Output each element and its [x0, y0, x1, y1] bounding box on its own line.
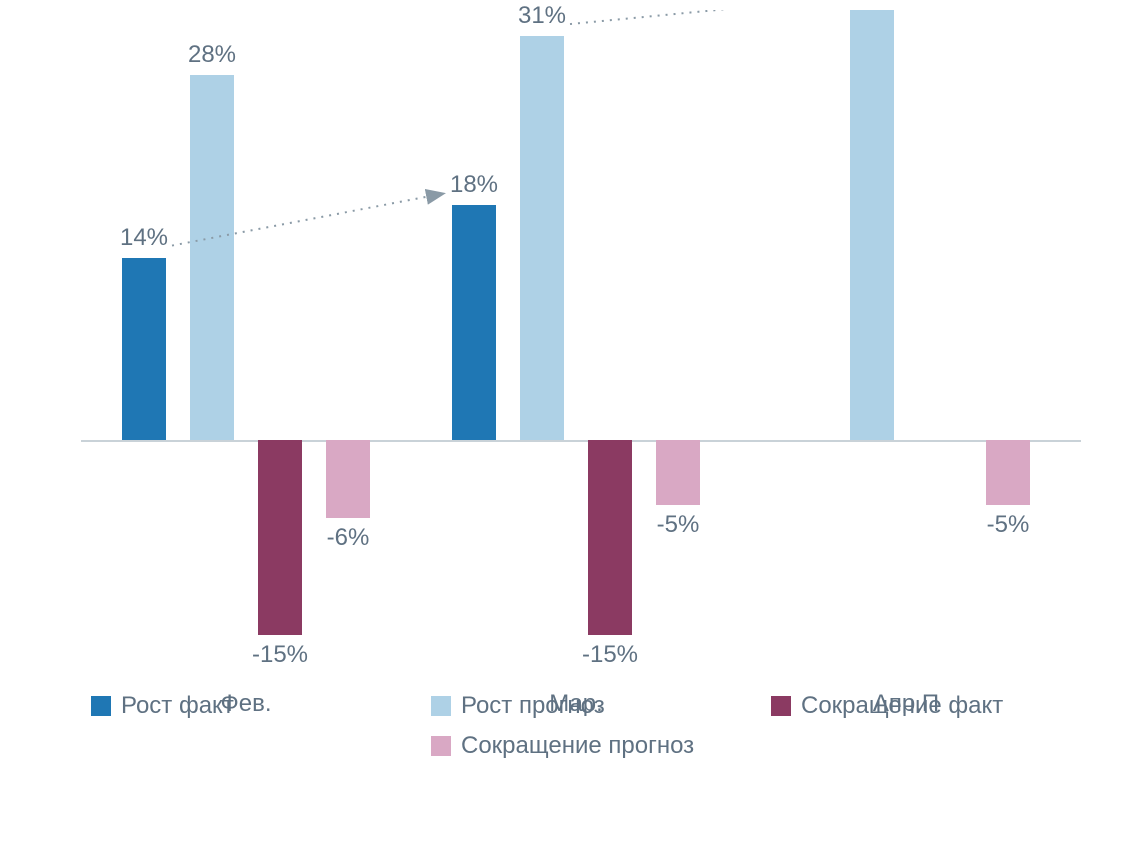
chart-container: Фев.14%28%-15%-6%Мар.18%31%-15%-5%Апр.П3…: [21, 0, 1121, 760]
legend-label: Сокращение факт: [801, 692, 1003, 720]
bar-value-label: -15%: [558, 641, 662, 669]
bar-value-label: 18%: [422, 171, 526, 199]
legend-swatch: [431, 696, 451, 716]
plot-area: Фев.14%28%-15%-6%Мар.18%31%-15%-5%Апр.П3…: [81, 10, 1081, 690]
legend-item-decline_forecast: Сокращение прогноз: [431, 732, 711, 760]
bar-value-label: -6%: [296, 524, 400, 552]
zero-axis: [81, 440, 1081, 442]
bar-value-label: 28%: [160, 41, 264, 69]
legend: Рост факт Рост прогноз Сокращение факт Сокр…: [21, 692, 1121, 760]
bar-value-label: 14%: [92, 224, 196, 252]
legend-label: Рост прогноз: [461, 692, 605, 720]
bar-growth_forecast: [190, 75, 234, 440]
bar-growth_forecast: [850, 10, 894, 440]
bar-value-label: -15%: [228, 641, 332, 669]
bar-decline_forecast: [326, 440, 370, 518]
legend-swatch: [91, 696, 111, 716]
legend-swatch: [771, 696, 791, 716]
bar-decline_forecast: [986, 440, 1030, 505]
trend-arrow: [570, 10, 842, 24]
bar-growth_fact: [122, 258, 166, 440]
legend-item-growth_fact: Рост факт: [91, 692, 371, 720]
legend-item-decline_fact: Сокращение факт: [771, 692, 1051, 720]
bar-growth_fact: [452, 205, 496, 440]
bar-value-label: 33%: [820, 0, 924, 4]
legend-item-growth_forecast: Рост прогноз: [431, 692, 711, 720]
bar-value-label: 31%: [490, 2, 594, 30]
bar-decline_forecast: [656, 440, 700, 505]
bar-value-label: -5%: [956, 511, 1060, 539]
legend-swatch: [431, 736, 451, 756]
bar-value-label: -5%: [626, 511, 730, 539]
legend-label: Сокращение прогноз: [461, 732, 694, 760]
legend-label: Рост факт: [121, 692, 234, 720]
bar-growth_forecast: [520, 36, 564, 440]
